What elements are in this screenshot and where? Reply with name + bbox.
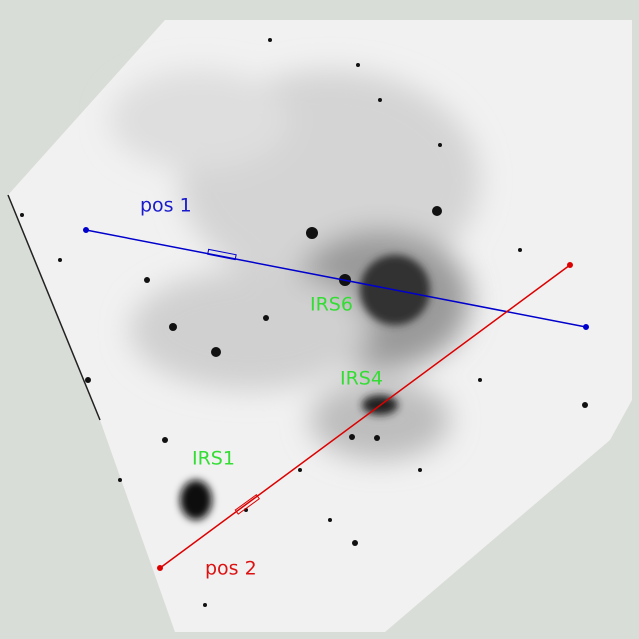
slit-label: pos 2 [205,558,257,580]
source-label: IRS1 [192,448,235,470]
slit-label: pos 1 [140,195,192,217]
image: pos 1 pos 2 IRS6 IRS4 IRS1 [0,0,639,639]
source-label: IRS6 [310,294,353,316]
source-label: IRS4 [340,368,383,390]
page: {"labels": {"slits": ["pos 1", "pos 2"],… [0,0,639,639]
